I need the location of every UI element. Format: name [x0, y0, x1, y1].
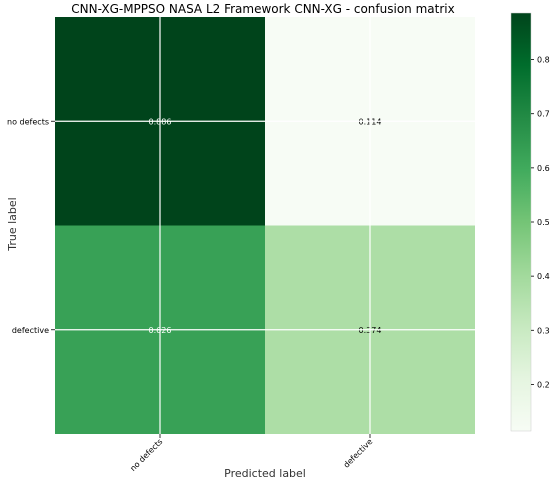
colorbar-ticks: 0.2 0.3 0.4 0.5 0.6 0.7 0.8 — [510, 12, 550, 432]
colorbar — [511, 13, 531, 431]
grid-lines — [55, 17, 475, 434]
colorbar-tick-label: 0.7 — [537, 110, 550, 119]
colorbar-tick-label: 0.2 — [537, 380, 550, 389]
x-axis-label: Predicted label — [224, 467, 306, 480]
y-axis-label: True label — [6, 197, 19, 251]
colorbar-tick-label: 0.8 — [537, 56, 550, 65]
colorbar-tick-label: 0.3 — [537, 326, 550, 335]
x-tick-label: defective — [342, 437, 375, 470]
y-tick-label: defective — [12, 326, 49, 335]
x-tick-label: no defects — [128, 437, 164, 473]
heatmap-cells — [55, 17, 475, 434]
colorbar-tick-label: 0.6 — [537, 164, 550, 173]
chart-title: CNN-XG-MPPSO NASA L2 Framework CNN-XG - … — [71, 2, 454, 16]
y-axis-ticks: no defects defective — [7, 117, 55, 335]
y-tick-label: no defects — [7, 117, 49, 126]
colorbar-tick-label: 0.4 — [537, 272, 550, 281]
colorbar-tick-label: 0.5 — [537, 218, 550, 227]
